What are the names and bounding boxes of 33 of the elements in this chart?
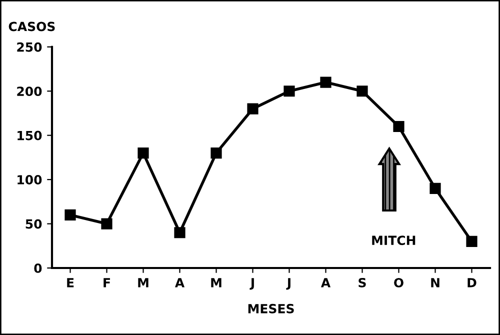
x-tick-label: M xyxy=(138,278,148,288)
y-tick-label: 250 xyxy=(17,42,42,52)
x-tick-label: O xyxy=(394,278,404,288)
point xyxy=(101,218,112,230)
y-tick-label: 200 xyxy=(17,86,42,96)
point xyxy=(64,209,76,220)
x-tick-label: J xyxy=(250,278,254,290)
point xyxy=(247,103,258,114)
x-tick-label: A xyxy=(320,278,331,288)
point xyxy=(284,86,295,97)
x-tick-label: M xyxy=(211,278,222,288)
y-tick-label: 100 xyxy=(18,175,42,184)
point xyxy=(430,182,441,194)
y-axis-title: CASOS xyxy=(8,22,55,32)
point xyxy=(138,147,149,159)
y-tick-label: 50 xyxy=(26,219,42,229)
annotation: MITCH xyxy=(372,236,416,246)
x-tick-label: F xyxy=(104,278,110,288)
x-axis-title: MESES xyxy=(248,304,294,314)
point xyxy=(174,227,186,238)
point xyxy=(320,76,332,88)
point xyxy=(210,147,222,159)
x-tick-label: N xyxy=(431,278,440,288)
x-tick-label: D xyxy=(468,278,476,288)
point xyxy=(356,86,368,97)
y-tick-label: 0 xyxy=(34,263,42,273)
x-tick-label: S xyxy=(358,278,366,288)
y-tick-label: 150 xyxy=(18,130,42,140)
x-tick-label: E xyxy=(67,278,74,288)
point xyxy=(466,236,478,248)
point xyxy=(393,120,404,132)
x-tick-label: A xyxy=(174,278,185,288)
x-tick-label: J xyxy=(286,278,290,290)
